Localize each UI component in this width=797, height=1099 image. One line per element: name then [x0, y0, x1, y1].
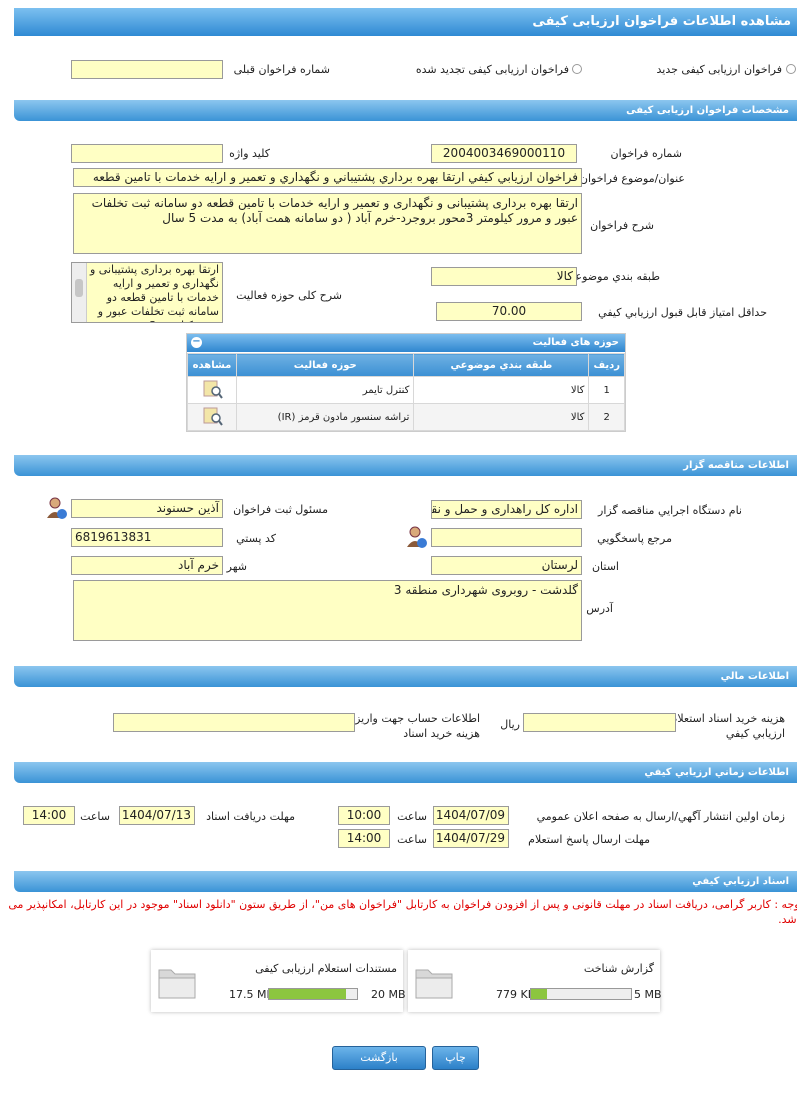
field-label: مسئول ثبت فراخوان	[233, 503, 328, 516]
field-label: استان	[591, 560, 619, 573]
field-label: مهلت دریافت اسناد	[206, 810, 295, 823]
date-input: 1404/07/09	[433, 806, 509, 825]
address-input: گلدشت - روبروی شهرداری منطقه 3	[73, 580, 582, 641]
field-label: ساعت	[80, 810, 110, 823]
file-size: 779 KB	[496, 988, 536, 1001]
registrar-input: آذین حسنوند	[71, 499, 223, 518]
reference-input	[431, 528, 582, 547]
col-header: ردیف	[588, 353, 625, 377]
cell: تراشه سنسور مادون قرمز (IR)	[235, 403, 415, 431]
field-label: مرجع پاسخگويي	[597, 532, 672, 545]
field-label: طبقه بندي موضوعي	[566, 270, 660, 283]
radio-new[interactable]	[786, 64, 796, 74]
category-input: کالا	[431, 267, 577, 286]
number-input: 2004003469000110	[431, 144, 577, 163]
field-label: شهر	[226, 560, 247, 573]
cell: 2	[588, 403, 625, 431]
folder-icon	[415, 969, 453, 999]
field-label: شماره فراخوان	[610, 147, 683, 160]
subject-input: فراخوان ارزيابي کيفي ارتقا بهره برداري پ…	[73, 168, 582, 187]
postal-code-input: 6819613831	[71, 528, 223, 547]
description-input: ارتقا بهره برداری پشتیبانی و نگهداری و ت…	[73, 193, 582, 254]
field-label: هزينه خريد اسناد استعلام ارزيابي کيفي	[670, 712, 785, 740]
section-bar: اطلاعات مالي	[14, 666, 797, 687]
field-label: مهلت ارسال پاسخ استعلام	[528, 833, 650, 846]
activity-input: ارتقا بهره برداری پشتیبانی و نگهداری و ت…	[71, 262, 223, 323]
col-header: حوزه فعاليت	[235, 353, 415, 377]
field-label: کد پستي	[236, 532, 276, 545]
table-title: حوزه های فعالیت −	[187, 334, 625, 352]
field-label: اطلاعات حساب جهت واريز هزينه خريد اسناد	[355, 712, 480, 740]
field-label: زمان اولين انتشار آگهي/ارسال به صفحه اعل…	[536, 810, 785, 823]
file-size: 17.5 MB	[229, 988, 275, 1001]
fee-input	[523, 713, 676, 732]
cell: 1	[588, 376, 625, 404]
cell: کالا	[413, 376, 590, 404]
unit-label: ريال	[500, 718, 520, 731]
time-input: 14:00	[23, 806, 75, 825]
collapse-toggle[interactable]: −	[191, 336, 202, 348]
field-label: ساعت	[397, 810, 427, 823]
progress-bar	[268, 988, 358, 1000]
city-input: خرم آباد	[71, 556, 223, 575]
activities-panel: حوزه های فعالیت − ردیف طبقه بندي موضوعي حو…	[186, 333, 626, 432]
file-name: گزارش شناخت	[583, 962, 654, 975]
cell: کالا	[413, 403, 590, 431]
view-icon[interactable]	[187, 403, 237, 431]
progress-bar	[530, 988, 632, 1000]
time-input: 14:00	[338, 829, 390, 848]
date-input: 1404/07/13	[119, 806, 195, 825]
back-button[interactable]: بازگشت	[332, 1046, 426, 1070]
section-bar: اسناد ارزيابي کيفي	[14, 871, 797, 892]
field-label: حداقل امتياز قابل قبول ارزيابي کيفي	[598, 306, 767, 319]
field-label: شرح فراخوان	[590, 219, 654, 232]
previous-number-input	[71, 60, 223, 79]
scrollbar[interactable]	[72, 263, 87, 322]
previous-number-label: شماره فراخوان قبلی	[233, 63, 330, 76]
account-input	[113, 713, 355, 732]
radio-renewed[interactable]	[572, 64, 582, 74]
min-score-input: 70.00	[436, 302, 582, 321]
radio-renewed-label: فراخوان ارزیابی کیفی تجدید شده	[415, 63, 569, 76]
field-label: ساعت	[397, 833, 427, 846]
field-label: نام دستگاه اجرايي مناقصه گزار	[598, 504, 742, 517]
col-header: مشاهده	[187, 353, 237, 377]
folder-icon	[158, 969, 196, 999]
organization-input: اداره کل راهداری و حمل و نقل جاده ای	[431, 500, 582, 519]
province-input: لرستان	[431, 556, 582, 575]
date-input: 1404/07/29	[433, 829, 509, 848]
field-label: شرح کلی حوزه فعالیت	[236, 289, 342, 302]
user-icon[interactable]	[405, 525, 429, 549]
file-card[interactable]: مستندات استعلام ارزیابی کیفی 17.5 MB 20 …	[151, 950, 406, 1012]
section-bar: اطلاعات مناقصه گزار	[14, 455, 797, 476]
radio-new-label: فراخوان ارزیابی کیفی جدید	[656, 63, 782, 76]
file-card[interactable]: گزارش شناخت 779 KB 5 MB	[408, 950, 662, 1012]
section-bar: اطلاعات زماني ارزيابي کيفي	[14, 762, 797, 783]
file-max: 5 MB	[634, 988, 662, 1001]
field-label: عنوان/موضوع فراخوان	[579, 172, 685, 185]
time-input: 10:00	[338, 806, 390, 825]
file-name: مستندات استعلام ارزیابی کیفی	[255, 962, 397, 975]
print-button[interactable]: چاپ	[432, 1046, 479, 1070]
view-icon[interactable]	[187, 376, 237, 404]
col-header: طبقه بندي موضوعي	[413, 353, 590, 377]
section-bar: مشخصات فراخوان ارزیابی کیفی	[14, 100, 797, 121]
user-icon[interactable]	[45, 496, 69, 520]
cell: کنترل تایمر	[235, 376, 415, 404]
file-max: 20 MB	[371, 988, 406, 1001]
note: توجه : کاربر گرامی، دریافت اسناد در مهلت…	[8, 898, 797, 926]
keyword-input	[71, 144, 223, 163]
field-label: کلید واژه	[229, 147, 270, 160]
table-title-text: حوزه های فعالیت	[532, 337, 619, 348]
field-label: آدرس	[586, 602, 613, 615]
note-box: توجه : کاربر گرامی، دریافت اسناد در مهلت…	[0, 897, 797, 929]
page-title: مشاهده اطلاعات فراخوان ارزیابی کیفی	[14, 8, 797, 36]
